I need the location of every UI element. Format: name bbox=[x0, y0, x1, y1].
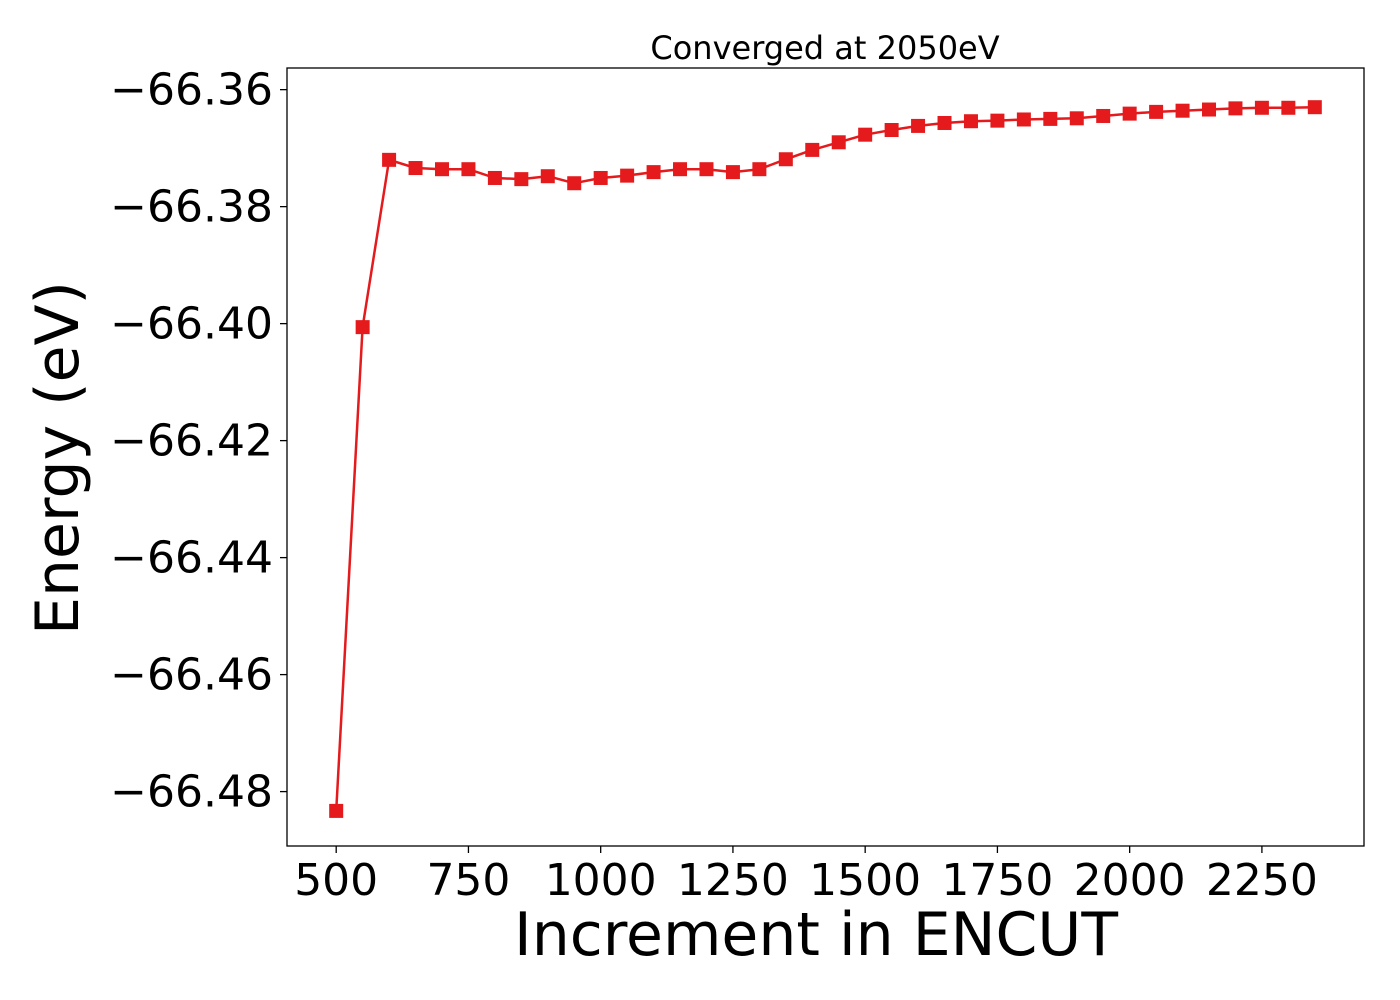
x-tick-label: 1750 bbox=[941, 855, 1053, 906]
data-point bbox=[990, 113, 1005, 128]
data-point bbox=[1149, 104, 1164, 119]
plot-series bbox=[329, 100, 1322, 818]
y-tick-label: −66.36 bbox=[110, 65, 273, 116]
data-point bbox=[699, 162, 714, 177]
data-point bbox=[355, 320, 370, 335]
x-tick-label: 2000 bbox=[1074, 855, 1186, 906]
data-point bbox=[514, 172, 529, 187]
chart-title: Converged at 2050eV bbox=[650, 29, 999, 67]
data-point bbox=[461, 162, 476, 177]
data-point bbox=[1016, 112, 1031, 127]
y-tick-label: −66.40 bbox=[110, 299, 273, 350]
data-point bbox=[911, 118, 926, 133]
y-axis-label: Energy (eV) bbox=[23, 281, 93, 635]
data-point bbox=[646, 165, 661, 180]
x-tick-label: 1000 bbox=[545, 855, 657, 906]
x-axis-label: Increment in ENCUT bbox=[514, 900, 1118, 970]
data-point bbox=[1228, 101, 1243, 116]
y-tick-label: −66.44 bbox=[110, 533, 273, 584]
data-point bbox=[540, 169, 555, 184]
data-point bbox=[434, 162, 449, 177]
x-tick-label: 750 bbox=[426, 855, 510, 906]
data-point bbox=[937, 115, 952, 130]
data-point bbox=[831, 135, 846, 150]
data-point bbox=[329, 803, 344, 818]
data-point bbox=[673, 162, 688, 177]
data-point bbox=[778, 152, 793, 167]
data-point bbox=[1043, 111, 1058, 126]
data-point bbox=[1096, 108, 1111, 123]
data-point bbox=[1254, 100, 1269, 115]
data-point bbox=[487, 170, 502, 185]
y-tick-label: −66.48 bbox=[110, 767, 273, 818]
data-point bbox=[858, 127, 873, 142]
y-tick-label: −66.46 bbox=[110, 650, 273, 701]
data-point bbox=[1281, 100, 1296, 115]
y-axis: −66.36 −66.38 −66.40 −66.42 −66.44 −66.46 −66.… bbox=[110, 65, 287, 818]
y-tick-label: −66.42 bbox=[110, 416, 273, 467]
data-point bbox=[1202, 102, 1217, 117]
data-point bbox=[1307, 100, 1322, 115]
data-point bbox=[1069, 111, 1084, 126]
data-point bbox=[884, 123, 899, 138]
data-point bbox=[593, 170, 608, 185]
x-tick-label: 1250 bbox=[677, 855, 789, 906]
series-line bbox=[334, 105, 1315, 811]
data-point bbox=[567, 176, 582, 191]
x-tick-label: 500 bbox=[294, 855, 378, 906]
data-point bbox=[1175, 103, 1190, 118]
data-point bbox=[805, 142, 820, 157]
x-axis: 500 750 1000 1250 1500 1750 2000 2250 bbox=[294, 846, 1318, 906]
data-point bbox=[382, 152, 397, 167]
data-point bbox=[752, 162, 767, 177]
plot-frame bbox=[286, 67, 1365, 847]
data-point bbox=[620, 168, 635, 183]
x-tick-label: 2250 bbox=[1206, 855, 1318, 906]
data-point bbox=[408, 161, 423, 176]
data-point bbox=[1122, 106, 1137, 121]
y-tick-label: −66.38 bbox=[110, 182, 273, 233]
data-point bbox=[963, 114, 978, 129]
x-tick-label: 1500 bbox=[809, 855, 921, 906]
data-point bbox=[725, 165, 740, 180]
